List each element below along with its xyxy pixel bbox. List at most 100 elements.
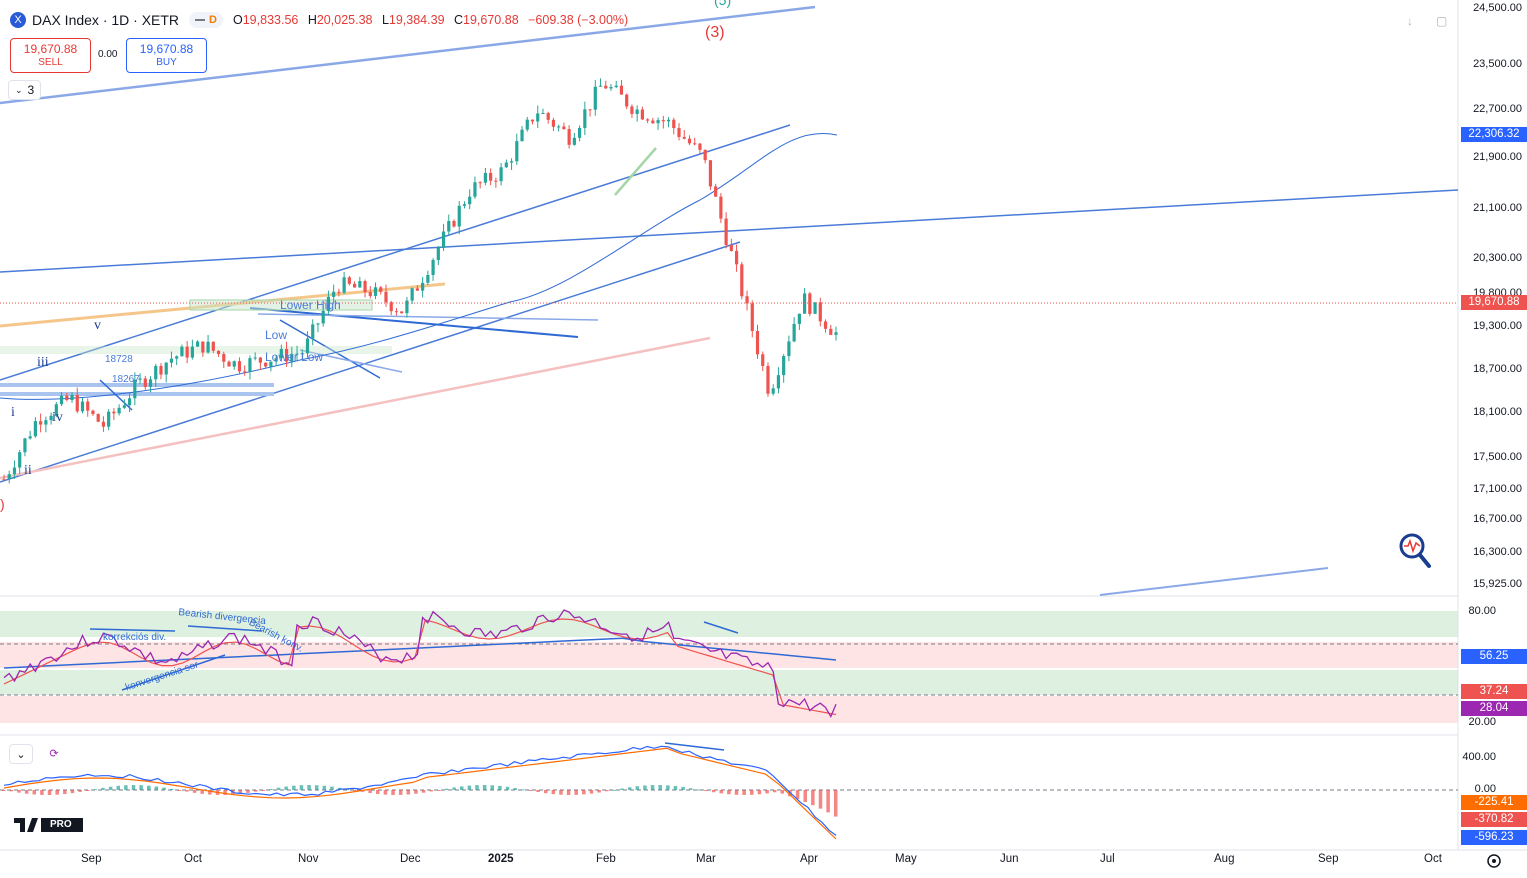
macd-histogram-bar [307, 785, 311, 790]
symbol-legend[interactable]: X DAX Index · 1D · XETR D O19,833.56 H20… [10, 12, 634, 28]
wave-label[interactable]: ) [0, 496, 5, 512]
candle-body [834, 332, 838, 335]
candle-body [719, 196, 723, 219]
zone-rect [189, 299, 373, 311]
trend-line [99, 379, 133, 411]
candle-body [23, 438, 27, 453]
candle-body [693, 143, 697, 145]
fullscreen-icon[interactable]: ▢ [1436, 14, 1448, 28]
candle-body [462, 204, 467, 206]
trend-line [0, 189, 1459, 273]
macd-histogram-bar [589, 790, 594, 794]
macd-histogram-bar [696, 789, 701, 791]
price-axis-label: 20,300.00 [1473, 252, 1522, 264]
candle-body [2, 479, 6, 481]
macd-histogram-bar [795, 790, 800, 800]
candle-body [646, 119, 650, 121]
macd-histogram-bar [116, 785, 120, 790]
time-axis-label: Jul [1100, 853, 1115, 865]
interval-pill[interactable]: D [189, 12, 223, 28]
annotation-text[interactable]: Low [265, 328, 288, 342]
annotation-text[interactable]: korrekciós div. [103, 632, 167, 643]
wave-label[interactable]: iii [37, 355, 49, 370]
wave-label[interactable]: i [11, 405, 15, 420]
annotation-text[interactable]: Lower High [280, 298, 341, 312]
indicators-toggle-button[interactable]: ⌄ 3 [8, 80, 42, 100]
candle-body [28, 436, 32, 439]
candle-body [284, 348, 289, 362]
macd-histogram-bar [139, 785, 143, 790]
macd-histogram-bar [528, 790, 533, 791]
wave-label[interactable]: v [94, 318, 101, 333]
wave-label[interactable]: (3) [705, 24, 725, 41]
candle-body [803, 293, 807, 314]
macd-histogram-bar [681, 787, 685, 790]
candle-body [441, 231, 446, 248]
candle-body [347, 277, 351, 284]
macd-histogram-bar [93, 789, 98, 791]
interval-flag: D [209, 14, 217, 26]
buy-button[interactable]: 19,670.88 BUY [126, 38, 207, 73]
annotation-text[interactable]: 18267 [112, 374, 140, 385]
candle-body [112, 411, 116, 414]
price-axis-label: 16,700.00 [1473, 513, 1522, 525]
price-axis-label: 16,300.00 [1473, 546, 1522, 558]
candle-body [609, 87, 613, 89]
annotation-text[interactable]: 18728 [105, 354, 133, 365]
candle-body [666, 119, 671, 122]
candle-body [117, 407, 121, 414]
zoom-magnifier-icon[interactable] [1399, 533, 1431, 568]
macd-histogram-bar [582, 790, 586, 795]
candle-body [509, 161, 514, 163]
candle-body [808, 293, 812, 314]
macd-histogram-bar [727, 790, 731, 795]
macd-histogram-bar [612, 789, 617, 791]
sell-button[interactable]: 19,670.88 SELL [10, 38, 91, 73]
macd-histogram-bar [246, 790, 250, 793]
candle-body [143, 378, 147, 387]
symbol-title[interactable]: DAX Index · 1D · XETR [32, 12, 180, 28]
settings-gear-icon[interactable] [1487, 854, 1501, 868]
drawing-tools[interactable] [0, 5, 1459, 596]
candle-body [185, 346, 189, 358]
candle-body [211, 341, 215, 351]
time-axis-label: Aug [1214, 853, 1235, 865]
divergence-line [664, 742, 725, 751]
candle-body [792, 323, 796, 342]
candle-body [630, 106, 634, 114]
rsi-axis-label: 20.00 [1468, 716, 1496, 728]
candle-body [12, 467, 17, 475]
candle-body [478, 182, 482, 184]
annotation-text[interactable]: Lower Low [265, 350, 324, 364]
candle-body [206, 341, 210, 353]
candle-body [604, 85, 608, 89]
candle-body [148, 379, 153, 387]
macd-collapse-button[interactable]: ⌄ [9, 744, 33, 764]
macd-histogram-bar [101, 787, 105, 790]
download-icon[interactable]: ↓ [1407, 14, 1413, 28]
trend-line [299, 349, 403, 373]
time-axis-label: Sep [81, 853, 102, 865]
time-axis-label: Oct [184, 853, 202, 865]
macd-histogram-bar [261, 790, 266, 791]
macd-histogram-bar [398, 790, 403, 795]
candle-body [279, 348, 283, 359]
candle-body [201, 341, 205, 353]
candle-body [625, 94, 629, 107]
close-label: C [454, 13, 464, 27]
macd-histogram-bar [490, 785, 495, 790]
candle-body [311, 324, 315, 339]
last-price-tag: 19,670.88 [1461, 295, 1527, 310]
macd-line-tag: -596.23 [1461, 830, 1527, 845]
candle-body [818, 302, 822, 322]
candle-body [489, 172, 493, 181]
wave-label[interactable]: ii [24, 463, 32, 478]
symbol-flag-icon: X [10, 12, 26, 28]
wave-label[interactable]: iv [52, 410, 63, 425]
trend-line [257, 313, 599, 321]
macd-histogram-bar [292, 785, 296, 790]
refresh-icon[interactable]: ⟳ [43, 744, 65, 762]
macd-histogram-bar [650, 785, 655, 790]
wave-label[interactable]: (5) [714, 0, 732, 8]
